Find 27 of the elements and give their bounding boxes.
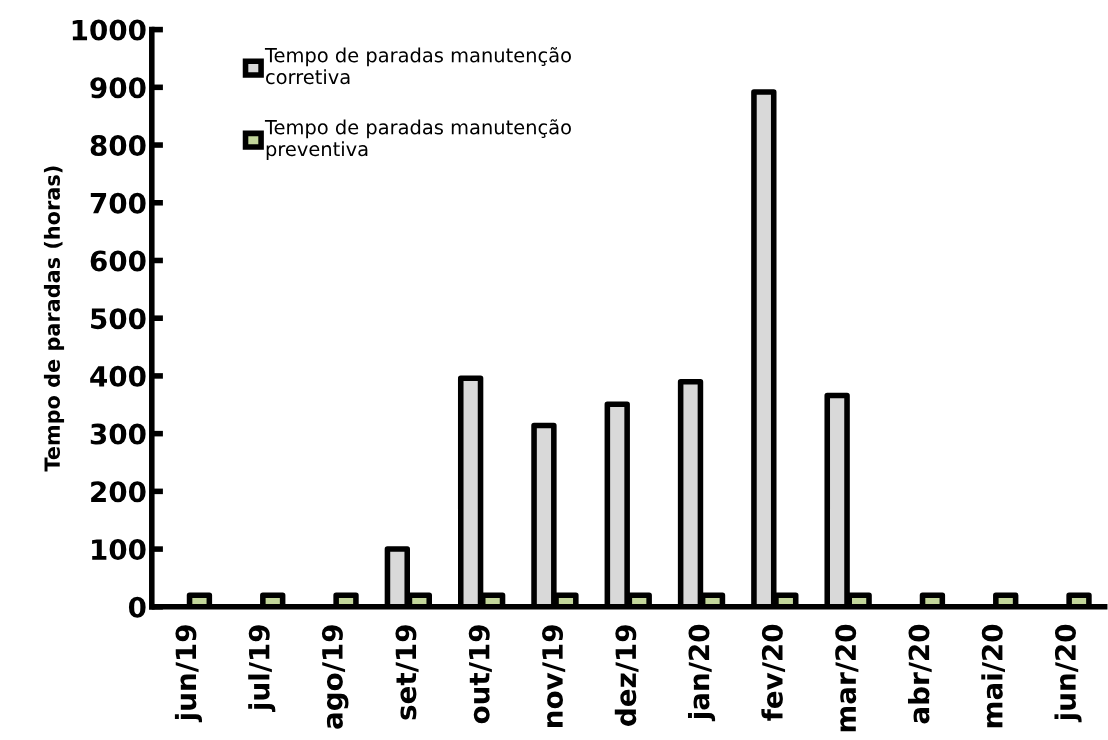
x-tick-label: fev/20: [761, 624, 786, 721]
x-tick-label: abr/20: [907, 624, 932, 724]
x-tick-label: ago/19: [321, 625, 349, 729]
y-tick-label: 400: [90, 365, 146, 387]
x-tick-label: jan/20: [687, 624, 716, 722]
y-tick-label: 500: [91, 308, 146, 330]
y-tick-label: 700: [90, 192, 146, 214]
x-tick-label: out/19: [468, 625, 492, 724]
x-tick-label: mai/20: [981, 624, 1005, 728]
y-tick-label: 600: [90, 250, 146, 272]
y-tick-label: 900: [90, 77, 146, 99]
y-tick-label: 800: [90, 134, 146, 156]
x-tick-label: jun/20: [1054, 624, 1082, 723]
legend-label: Tempo de paradas manutenção corretiva: [264, 47, 571, 85]
y-tick-label: 1000: [72, 19, 146, 41]
y-tick-label: 200: [91, 481, 146, 503]
x-tick-label: dez/19: [614, 625, 639, 726]
y-axis-title: Tempo de paradas (horas): [43, 166, 65, 472]
legend-label: Tempo de paradas manutenção preventiva: [264, 119, 571, 161]
x-tick-label: jun/19: [174, 625, 202, 723]
y-tick-label: 300: [90, 423, 146, 445]
y-tick-label: 100: [92, 539, 146, 561]
x-tick-label: set/19: [395, 625, 419, 720]
y-tick-label: 0: [128, 596, 146, 618]
x-tick-label: mar/20: [835, 624, 859, 732]
x-tick-label: jul/19: [248, 625, 276, 713]
x-tick-label: nov/19: [542, 625, 566, 727]
